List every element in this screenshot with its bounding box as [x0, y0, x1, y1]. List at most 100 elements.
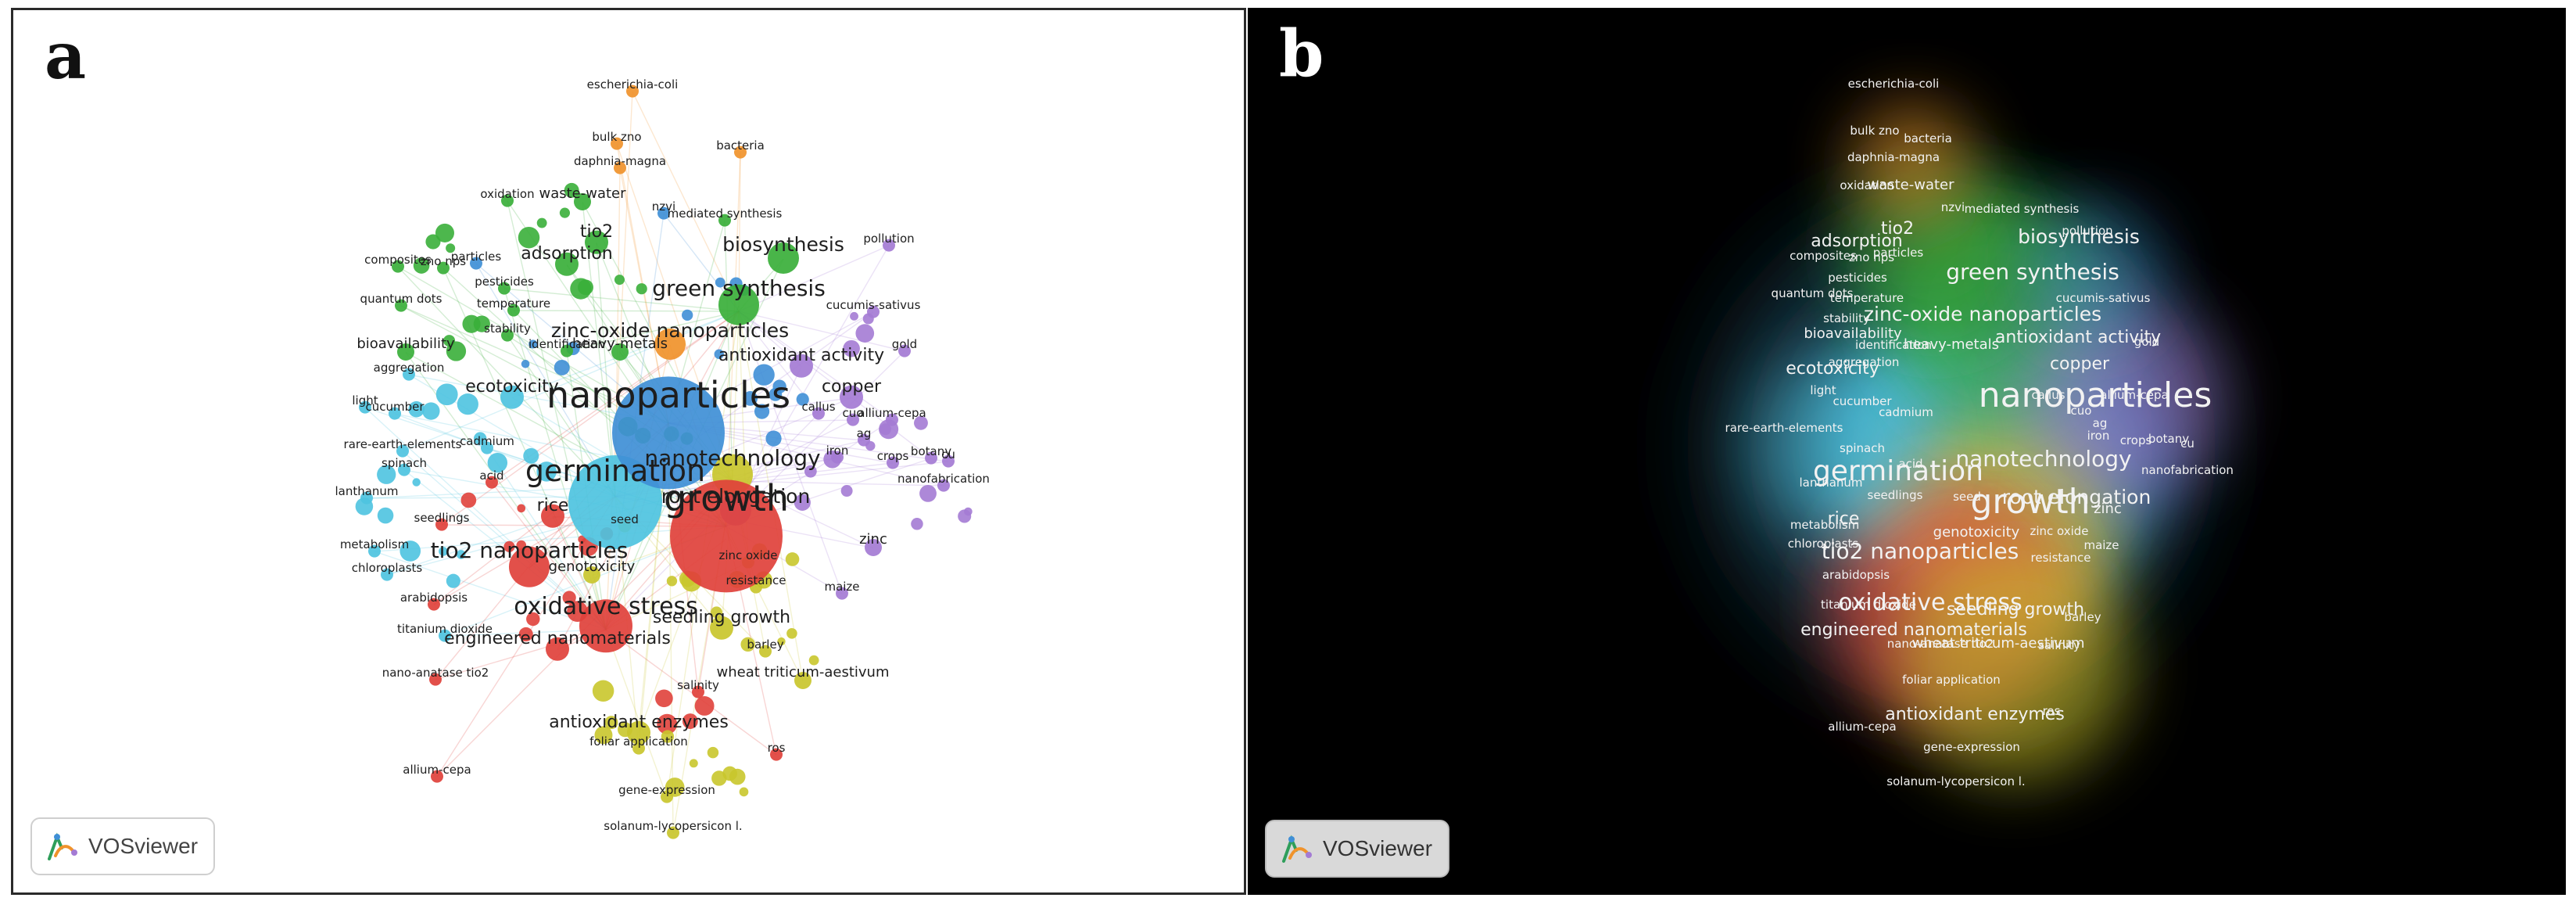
minor-keyword-node[interactable]	[443, 335, 456, 347]
keyword-node-titanium-dioxide[interactable]	[439, 629, 451, 642]
minor-keyword-node[interactable]	[711, 770, 727, 786]
keyword-node-lanthanum[interactable]	[360, 491, 373, 505]
minor-keyword-node[interactable]	[526, 612, 540, 627]
minor-keyword-node[interactable]	[614, 275, 625, 286]
minor-keyword-node[interactable]	[786, 627, 797, 639]
minor-keyword-node[interactable]	[911, 518, 923, 530]
keyword-node-oxidative-stress[interactable]	[579, 599, 632, 653]
minor-keyword-node[interactable]	[377, 507, 394, 524]
keyword-node-genotoxicity[interactable]	[583, 566, 600, 584]
minor-keyword-node[interactable]	[808, 655, 819, 666]
minor-keyword-node[interactable]	[753, 364, 775, 386]
keyword-node-heavy-metals[interactable]	[611, 343, 629, 361]
keyword-node-ecotoxicity[interactable]	[500, 385, 524, 409]
minor-keyword-node[interactable]	[564, 182, 579, 198]
minor-keyword-node[interactable]	[528, 339, 538, 349]
keyword-node-composites[interactable]	[392, 260, 404, 273]
minor-keyword-node[interactable]	[729, 768, 746, 785]
minor-keyword-node[interactable]	[408, 400, 425, 418]
keyword-node-rice[interactable]	[541, 504, 564, 528]
minor-keyword-node[interactable]	[682, 309, 693, 321]
minor-keyword-node[interactable]	[518, 627, 533, 642]
keyword-node-aggregation[interactable]	[403, 368, 415, 381]
keyword-node-nanofabrication[interactable]	[937, 479, 950, 492]
minor-keyword-node[interactable]	[657, 713, 678, 734]
minor-keyword-node[interactable]	[694, 695, 715, 716]
minor-keyword-node[interactable]	[743, 391, 758, 406]
keyword-node-salinity[interactable]	[692, 685, 704, 699]
minor-keyword-node[interactable]	[754, 404, 770, 419]
minor-keyword-node[interactable]	[518, 227, 540, 249]
keyword-node-nzvi[interactable]	[657, 206, 670, 220]
keyword-node-metabolism[interactable]	[368, 544, 381, 558]
minor-keyword-node[interactable]	[425, 234, 441, 250]
minor-keyword-node[interactable]	[503, 540, 515, 552]
keyword-node-allium-cepa[interactable]	[431, 770, 443, 783]
keyword-node-copper[interactable]	[840, 385, 863, 409]
minor-keyword-node[interactable]	[840, 485, 853, 497]
keyword-node-wheat-triticum-aestivum[interactable]	[794, 671, 811, 689]
vosviewer-logo-button[interactable]: VOSviewer	[30, 817, 216, 875]
keyword-node-adsorption[interactable]	[555, 252, 579, 276]
minor-keyword-node[interactable]	[559, 207, 571, 218]
keyword-node-barley[interactable]	[759, 645, 772, 658]
keyword-node-crops[interactable]	[887, 456, 899, 469]
minor-keyword-node[interactable]	[682, 713, 698, 729]
minor-keyword-node[interactable]	[521, 360, 530, 368]
keyword-node-allium-cepa[interactable]	[886, 413, 898, 426]
keyword-node-temperature[interactable]	[507, 303, 520, 317]
minor-keyword-node[interactable]	[796, 393, 809, 406]
minor-keyword-node[interactable]	[604, 716, 618, 730]
minor-keyword-node[interactable]	[714, 349, 724, 359]
keyword-node-identification[interactable]	[561, 344, 573, 357]
keyword-node-waste-water[interactable]	[574, 192, 591, 210]
minor-keyword-node[interactable]	[772, 379, 786, 393]
minor-keyword-node[interactable]	[554, 359, 570, 375]
minor-keyword-node[interactable]	[711, 606, 722, 619]
minor-keyword-node[interactable]	[958, 509, 972, 523]
minor-keyword-node[interactable]	[578, 279, 593, 296]
keyword-node-pesticides[interactable]	[498, 282, 511, 295]
minor-keyword-node[interactable]	[377, 465, 396, 484]
keyword-node-light[interactable]	[359, 400, 371, 414]
minor-keyword-node[interactable]	[578, 535, 586, 544]
minor-keyword-node[interactable]	[707, 746, 719, 759]
minor-keyword-node[interactable]	[594, 726, 613, 745]
keyword-node-quantum-dots[interactable]	[395, 299, 407, 312]
keyword-node-tio2[interactable]	[585, 230, 608, 254]
keyword-node-zinc-oxide-nanoparticles[interactable]	[654, 329, 686, 360]
minor-keyword-node[interactable]	[422, 402, 440, 420]
keyword-node-cucumber[interactable]	[389, 407, 401, 420]
minor-keyword-node[interactable]	[919, 484, 937, 502]
keyword-node-arabidopsis[interactable]	[428, 598, 440, 611]
minor-keyword-node[interactable]	[446, 243, 456, 253]
keyword-node-foliar-application[interactable]	[632, 742, 645, 755]
minor-keyword-node[interactable]	[914, 415, 928, 430]
keyword-node-gene-expression[interactable]	[661, 790, 673, 803]
minor-keyword-node[interactable]	[413, 257, 430, 274]
keyword-node-tio2-nanoparticles[interactable]	[509, 546, 550, 587]
keyword-node-cu[interactable]	[942, 454, 955, 468]
keyword-node-stability[interactable]	[501, 329, 514, 342]
keyword-node-cadmium[interactable]	[481, 441, 493, 454]
minor-keyword-node[interactable]	[412, 478, 421, 487]
keyword-node-cucumis-sativus[interactable]	[867, 305, 880, 318]
minor-keyword-node[interactable]	[855, 324, 875, 343]
keyword-node-nanoparticles[interactable]	[612, 376, 725, 490]
keyword-node-bioavailability[interactable]	[397, 343, 414, 361]
minor-keyword-node[interactable]	[804, 465, 817, 478]
keyword-node-oxidation[interactable]	[501, 194, 514, 207]
keyword-node-green-synthesis[interactable]	[718, 284, 759, 325]
minor-keyword-node[interactable]	[689, 759, 698, 768]
keyword-node-biosynthesis[interactable]	[768, 242, 799, 274]
keyword-node-growth[interactable]	[670, 479, 783, 593]
keyword-node-zinc[interactable]	[865, 538, 882, 556]
keyword-node-botany[interactable]	[925, 451, 937, 465]
minor-keyword-node[interactable]	[517, 504, 526, 513]
keyword-node-solanum-lycopersicon-l[interactable]	[667, 826, 679, 839]
minor-keyword-node[interactable]	[456, 550, 466, 559]
minor-keyword-node[interactable]	[473, 315, 490, 332]
keyword-node-acid[interactable]	[485, 476, 498, 489]
keyword-node-engineered-nanomaterials[interactable]	[546, 637, 569, 661]
